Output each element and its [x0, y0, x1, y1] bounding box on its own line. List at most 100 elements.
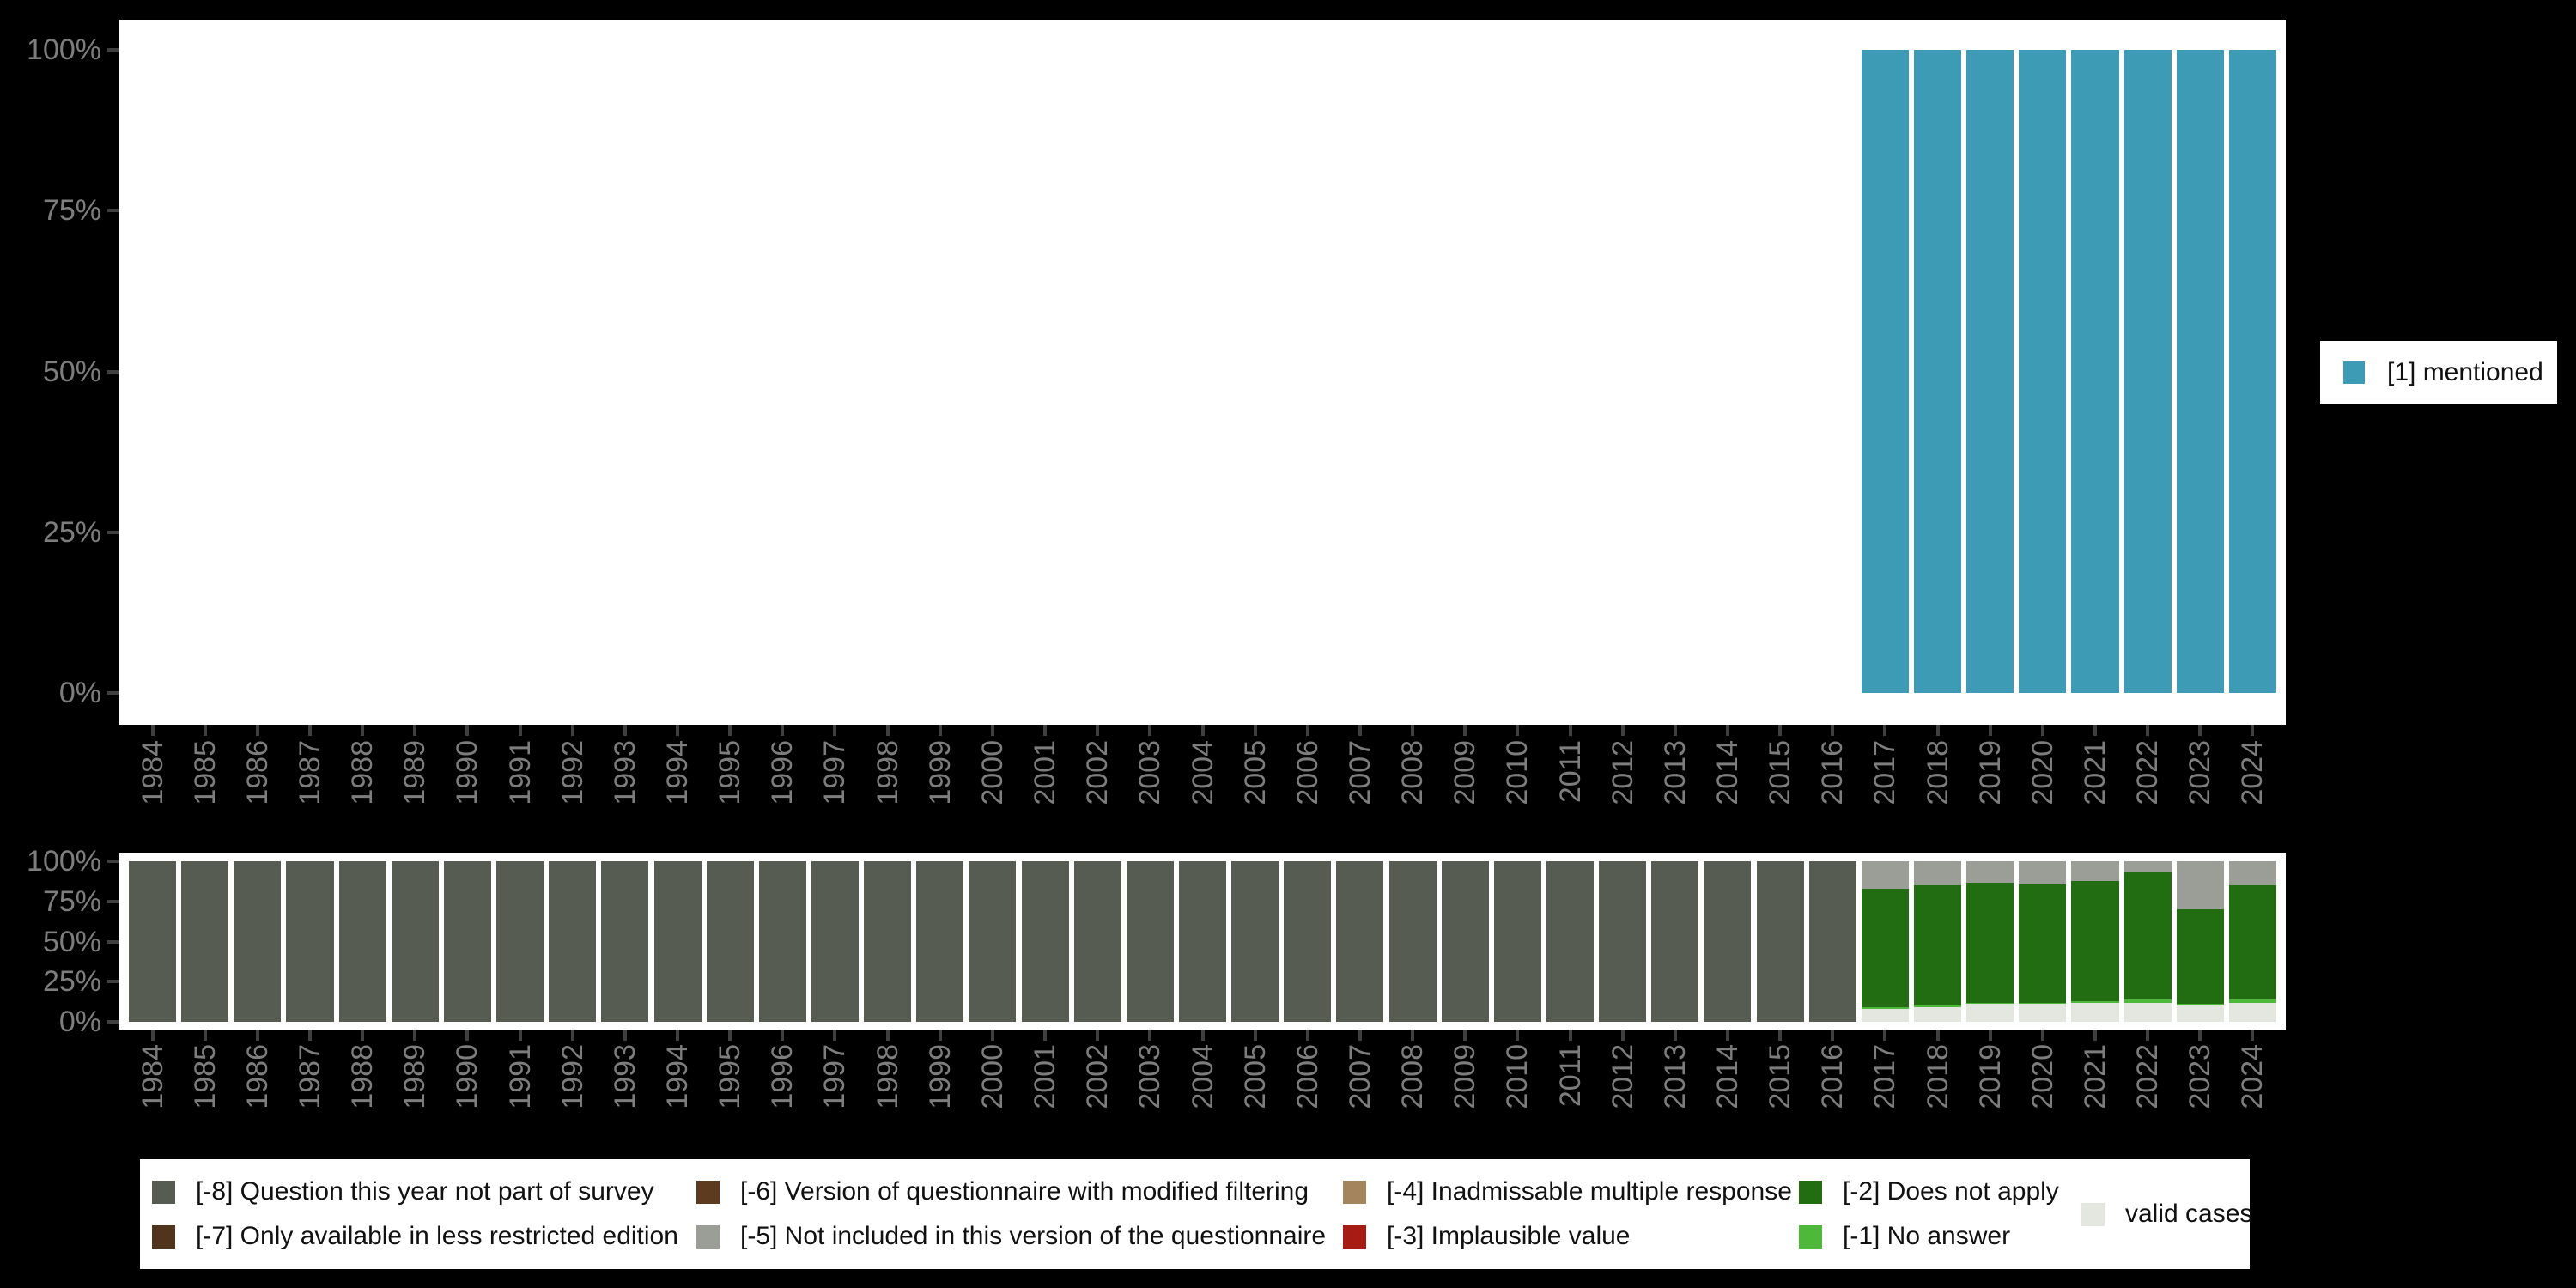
- x-tick-label: 2012: [1606, 1044, 1639, 1109]
- bar-segment: [706, 861, 754, 1022]
- x-axis-tick: [255, 725, 259, 736]
- x-axis-tick: [1725, 725, 1729, 736]
- y-axis-tick: [107, 691, 119, 695]
- x-axis-tick: [1043, 725, 1048, 736]
- x-axis-tick: [1096, 1030, 1100, 1041]
- x-tick-label: 2006: [1291, 1044, 1324, 1109]
- x-axis-tick: [1253, 1030, 1257, 1041]
- x-tick-label: 2003: [1133, 740, 1167, 805]
- x-axis-tick: [2146, 1030, 2150, 1041]
- x-tick-label: 1993: [608, 1044, 641, 1109]
- bar-segment: [2071, 50, 2119, 693]
- x-axis-tick: [623, 725, 627, 736]
- legend-item-label: [-4] Inadmissable multiple response: [1387, 1177, 1792, 1206]
- x-axis-tick: [1043, 1030, 1048, 1041]
- bar-segment: [1914, 885, 1962, 1006]
- x-tick-label: 1999: [923, 1044, 957, 1109]
- x-axis-tick: [885, 1030, 890, 1041]
- x-tick-label: 2012: [1606, 740, 1639, 805]
- y-axis-tick: [107, 1020, 119, 1024]
- bar-segment: [1546, 861, 1595, 1022]
- bar-segment: [2228, 885, 2276, 999]
- y-tick-label: 100%: [27, 845, 101, 878]
- bar-segment: [1178, 861, 1226, 1022]
- x-tick-label: 1994: [661, 740, 695, 805]
- x-tick-label: 2001: [1029, 1044, 1062, 1109]
- bar-segment: [1861, 1007, 1909, 1010]
- x-axis-tick: [1778, 725, 1783, 736]
- x-tick-label: 1996: [766, 1044, 799, 1109]
- x-axis-tick: [2146, 725, 2150, 736]
- bar-segment: [1704, 861, 1752, 1022]
- y-axis-tick: [107, 939, 119, 944]
- legend-item: [-7] Only available in less restricted e…: [152, 1214, 696, 1259]
- x-tick-label: 2021: [2078, 1044, 2111, 1109]
- x-axis-tick: [1200, 1030, 1205, 1041]
- x-axis-tick: [570, 725, 574, 736]
- x-tick-label: 1990: [451, 1044, 484, 1109]
- y-tick-label: 50%: [42, 925, 101, 958]
- bar-segment: [1861, 1009, 1909, 1022]
- x-tick-label: 2007: [1343, 1044, 1376, 1109]
- bar-segment: [1493, 861, 1541, 1022]
- x-axis-tick: [990, 1030, 994, 1041]
- legend-item-label: [-6] Version of questionnaire with modif…: [740, 1177, 1309, 1206]
- x-tick-label: 2002: [1081, 1044, 1115, 1109]
- bar-segment: [1021, 861, 1069, 1022]
- bar-segment: [1126, 861, 1174, 1022]
- bar-segment: [916, 861, 964, 1022]
- x-axis-tick: [938, 1030, 942, 1041]
- legend-swatch: [152, 1180, 175, 1204]
- bottom-chart-plot-area: [119, 853, 2286, 1030]
- x-tick-label: 2004: [1186, 1044, 1219, 1109]
- x-axis-tick: [833, 725, 837, 736]
- x-axis-tick: [1148, 1030, 1152, 1041]
- x-axis-tick: [676, 725, 680, 736]
- x-tick-label: 2018: [1921, 740, 1954, 805]
- x-axis-tick: [938, 725, 942, 736]
- bar-segment: [1073, 861, 1121, 1022]
- x-axis-tick: [413, 725, 417, 736]
- bar-segment: [496, 861, 544, 1022]
- x-axis-tick: [2040, 1030, 2044, 1041]
- bar-segment: [2176, 50, 2224, 693]
- x-axis-tick: [781, 1030, 785, 1041]
- legend-column: [-4] Inadmissable multiple response [-3] …: [1343, 1170, 1799, 1259]
- x-tick-label: 2023: [2184, 740, 2217, 805]
- x-axis-tick: [1988, 1030, 1992, 1041]
- x-axis-tick: [1935, 1030, 1940, 1041]
- x-tick-label: 1984: [136, 740, 169, 805]
- x-axis-tick: [728, 1030, 732, 1041]
- x-tick-label: 2011: [1553, 740, 1587, 804]
- x-axis-tick: [623, 1030, 627, 1041]
- x-axis-tick: [1778, 1030, 1783, 1041]
- x-axis-tick: [465, 1030, 470, 1041]
- legend-column: valid cases: [2081, 1192, 2252, 1236]
- x-tick-label: 1996: [766, 740, 799, 805]
- legend-item: [-3] Implausible value: [1343, 1214, 1799, 1259]
- x-axis-tick: [361, 725, 365, 736]
- bar-segment: [1231, 861, 1279, 1022]
- bar-segment: [2071, 880, 2119, 1001]
- x-axis-tick: [1568, 1030, 1572, 1041]
- bar-segment: [2019, 1004, 2067, 1022]
- bar-segment: [2228, 1002, 2276, 1022]
- x-tick-label: 1998: [871, 740, 904, 805]
- y-axis-tick: [107, 530, 119, 534]
- x-axis-tick: [1463, 1030, 1467, 1041]
- bar-segment: [2123, 999, 2172, 1003]
- x-axis-tick: [203, 1030, 207, 1041]
- y-tick-label: 50%: [42, 355, 101, 388]
- x-tick-label: 2003: [1133, 1044, 1167, 1109]
- bar-segment: [1966, 882, 2014, 1003]
- legend-column: [-2] Does not apply [-1] No answer: [1799, 1170, 2081, 1259]
- x-axis-tick: [2040, 725, 2044, 736]
- legend-swatch: [696, 1224, 720, 1249]
- bar-segment: [2123, 872, 2172, 999]
- bar-segment: [1861, 50, 1909, 693]
- x-axis-tick: [518, 725, 522, 736]
- y-axis-tick: [107, 209, 119, 213]
- x-tick-label: 2013: [1658, 740, 1692, 805]
- legend-item-label: [-7] Only available in less restricted e…: [196, 1222, 678, 1250]
